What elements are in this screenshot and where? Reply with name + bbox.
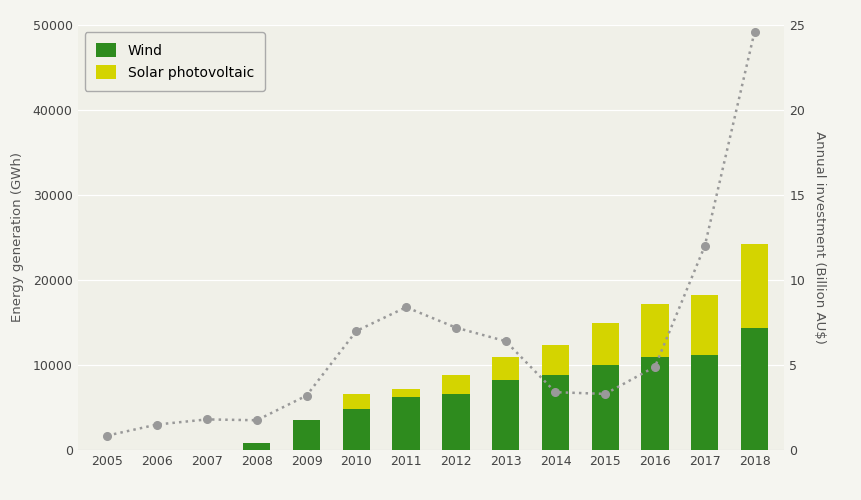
Bar	[243, 443, 270, 450]
Bar	[392, 389, 419, 398]
Y-axis label: Energy generation (GWh): Energy generation (GWh)	[11, 152, 24, 322]
Bar	[492, 380, 518, 450]
Bar	[641, 356, 668, 450]
Bar	[641, 304, 668, 356]
Bar	[492, 356, 518, 380]
Bar	[740, 328, 767, 450]
Bar	[541, 375, 568, 450]
Bar	[691, 296, 717, 355]
Bar	[541, 346, 568, 375]
Bar	[392, 398, 419, 450]
Bar	[740, 244, 767, 328]
Bar	[442, 394, 469, 450]
Y-axis label: Annual investment (Billion AU$): Annual investment (Billion AU$)	[812, 131, 825, 344]
Legend: Wind, Solar photovoltaic: Wind, Solar photovoltaic	[84, 32, 264, 90]
Bar	[293, 420, 320, 450]
Bar	[591, 322, 618, 365]
Bar	[591, 365, 618, 450]
Bar	[442, 375, 469, 394]
Bar	[342, 409, 369, 450]
Bar	[342, 394, 369, 409]
Bar	[691, 355, 717, 450]
